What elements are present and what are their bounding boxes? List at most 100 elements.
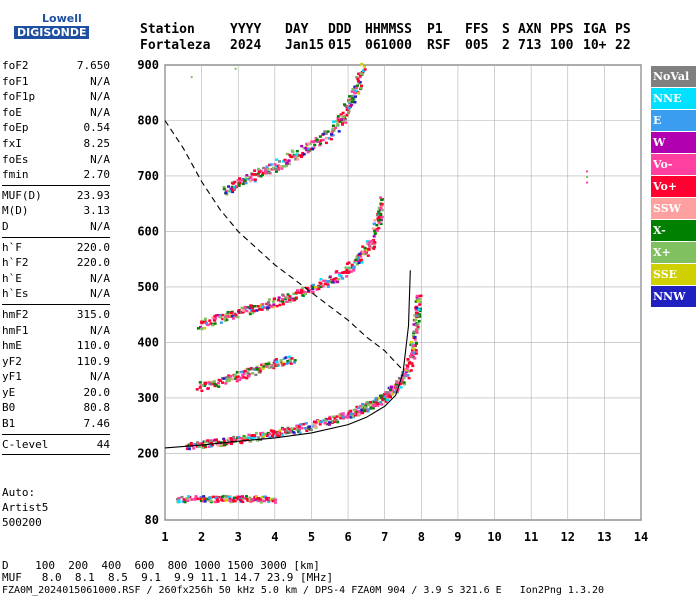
echo-marker: [293, 359, 297, 362]
echo-marker: [377, 210, 381, 213]
param-name: M(D): [2, 204, 29, 218]
echo-marker: [275, 158, 279, 161]
param-row: hmE 110.0: [2, 338, 110, 354]
echo-marker: [390, 386, 394, 389]
echo-marker: [209, 440, 212, 443]
echo-marker: [358, 81, 362, 84]
param-value: N/A: [90, 74, 110, 88]
echo-marker: [302, 153, 306, 156]
echo-marker: [222, 437, 226, 441]
echo-marker: [285, 152, 289, 156]
echo-marker: [309, 428, 313, 431]
echo-marker: [231, 185, 234, 189]
echo-marker: [271, 499, 275, 503]
echo-marker: [262, 362, 266, 366]
echo-marker: [371, 242, 375, 245]
echo-marker: [225, 376, 229, 379]
echo-marker: [281, 298, 285, 301]
echo-marker: [359, 86, 363, 90]
legend-item-vo-: Vo-: [651, 154, 696, 175]
echo-marker: [319, 278, 323, 281]
echo-marker: [264, 169, 267, 173]
echo-marker: [355, 86, 359, 90]
echo-marker: [337, 130, 341, 133]
echo-marker: [277, 298, 280, 302]
echo-marker: [263, 306, 266, 309]
echo-marker: [196, 497, 200, 501]
echo-marker: [339, 113, 343, 116]
echo-marker: [306, 150, 310, 154]
echo-marker: [236, 375, 240, 378]
echo-marker: [375, 227, 379, 231]
echo-marker: [208, 319, 212, 322]
echo-marker: [194, 495, 198, 498]
footer-file-info: FZA0M_2024015061000.RSF / 260fx256h 50 k…: [2, 585, 605, 596]
echo-marker: [419, 294, 423, 297]
echo-marker: [211, 495, 215, 499]
echo-marker: [210, 443, 214, 447]
echo-marker: [228, 496, 232, 499]
echo-marker: [372, 222, 376, 225]
echo-marker: [322, 419, 326, 422]
echo-marker: [350, 263, 354, 267]
echo-marker: [318, 144, 322, 147]
echo-marker: [256, 439, 260, 442]
y-tick-label: 80: [145, 513, 159, 527]
echo-marker: [410, 352, 414, 355]
param-name: foF2: [2, 59, 29, 72]
echo-marker: [368, 407, 372, 411]
echo-marker: [354, 95, 357, 98]
echo-marker: [258, 369, 262, 373]
echo-marker: [312, 420, 316, 423]
echo-marker: [406, 364, 410, 368]
echo-marker: [311, 285, 315, 289]
echo-marker: [360, 261, 364, 264]
echo-marker: [350, 90, 354, 93]
echo-marker: [312, 140, 315, 144]
echo-marker: [334, 280, 338, 283]
echo-marker: [358, 259, 362, 262]
param-row: foF2 7.650: [2, 58, 110, 74]
echo-marker: [354, 258, 358, 262]
echo-marker: [234, 315, 238, 319]
echo-marker: [213, 314, 217, 318]
echo-marker: [316, 419, 320, 423]
y-tick-label: 300: [137, 391, 159, 405]
echo-marker: [193, 498, 197, 501]
echo-marker: [308, 142, 312, 146]
echo-marker: [236, 497, 240, 501]
echo-marker: [266, 308, 269, 311]
echo-marker: [285, 161, 289, 165]
echo-marker: [328, 423, 331, 426]
echo-marker: [229, 311, 233, 315]
echo-marker: [374, 401, 378, 404]
echo-marker: [236, 379, 239, 382]
echo-marker: [345, 108, 349, 111]
echo-marker: [182, 498, 186, 501]
echo-marker: [285, 163, 288, 166]
echo-marker: [311, 287, 315, 291]
echo-marker: [264, 167, 268, 171]
echo-marker: [341, 119, 345, 122]
echo-marker: [378, 397, 381, 400]
echo-marker: [313, 425, 317, 428]
echo-marker: [359, 255, 363, 258]
echo-marker: [414, 312, 418, 315]
echo-marker: [213, 322, 217, 325]
param-row: fmin 2.70: [2, 167, 110, 183]
echo-marker: [233, 439, 237, 442]
param-value: 7.46: [83, 417, 111, 431]
echo-marker: [272, 364, 276, 368]
echo-marker: [306, 142, 310, 145]
echo-marker: [205, 323, 209, 326]
echo-marker: [266, 306, 269, 309]
echo-marker: [228, 314, 232, 317]
echo-marker: [272, 361, 276, 365]
echo-marker: [259, 175, 263, 178]
y-tick-label: 400: [137, 335, 159, 349]
echo-marker: [415, 324, 419, 327]
echo-marker: [217, 440, 220, 444]
echo-marker: [273, 430, 277, 434]
echo-marker: [187, 443, 191, 446]
echo-marker: [239, 376, 243, 380]
